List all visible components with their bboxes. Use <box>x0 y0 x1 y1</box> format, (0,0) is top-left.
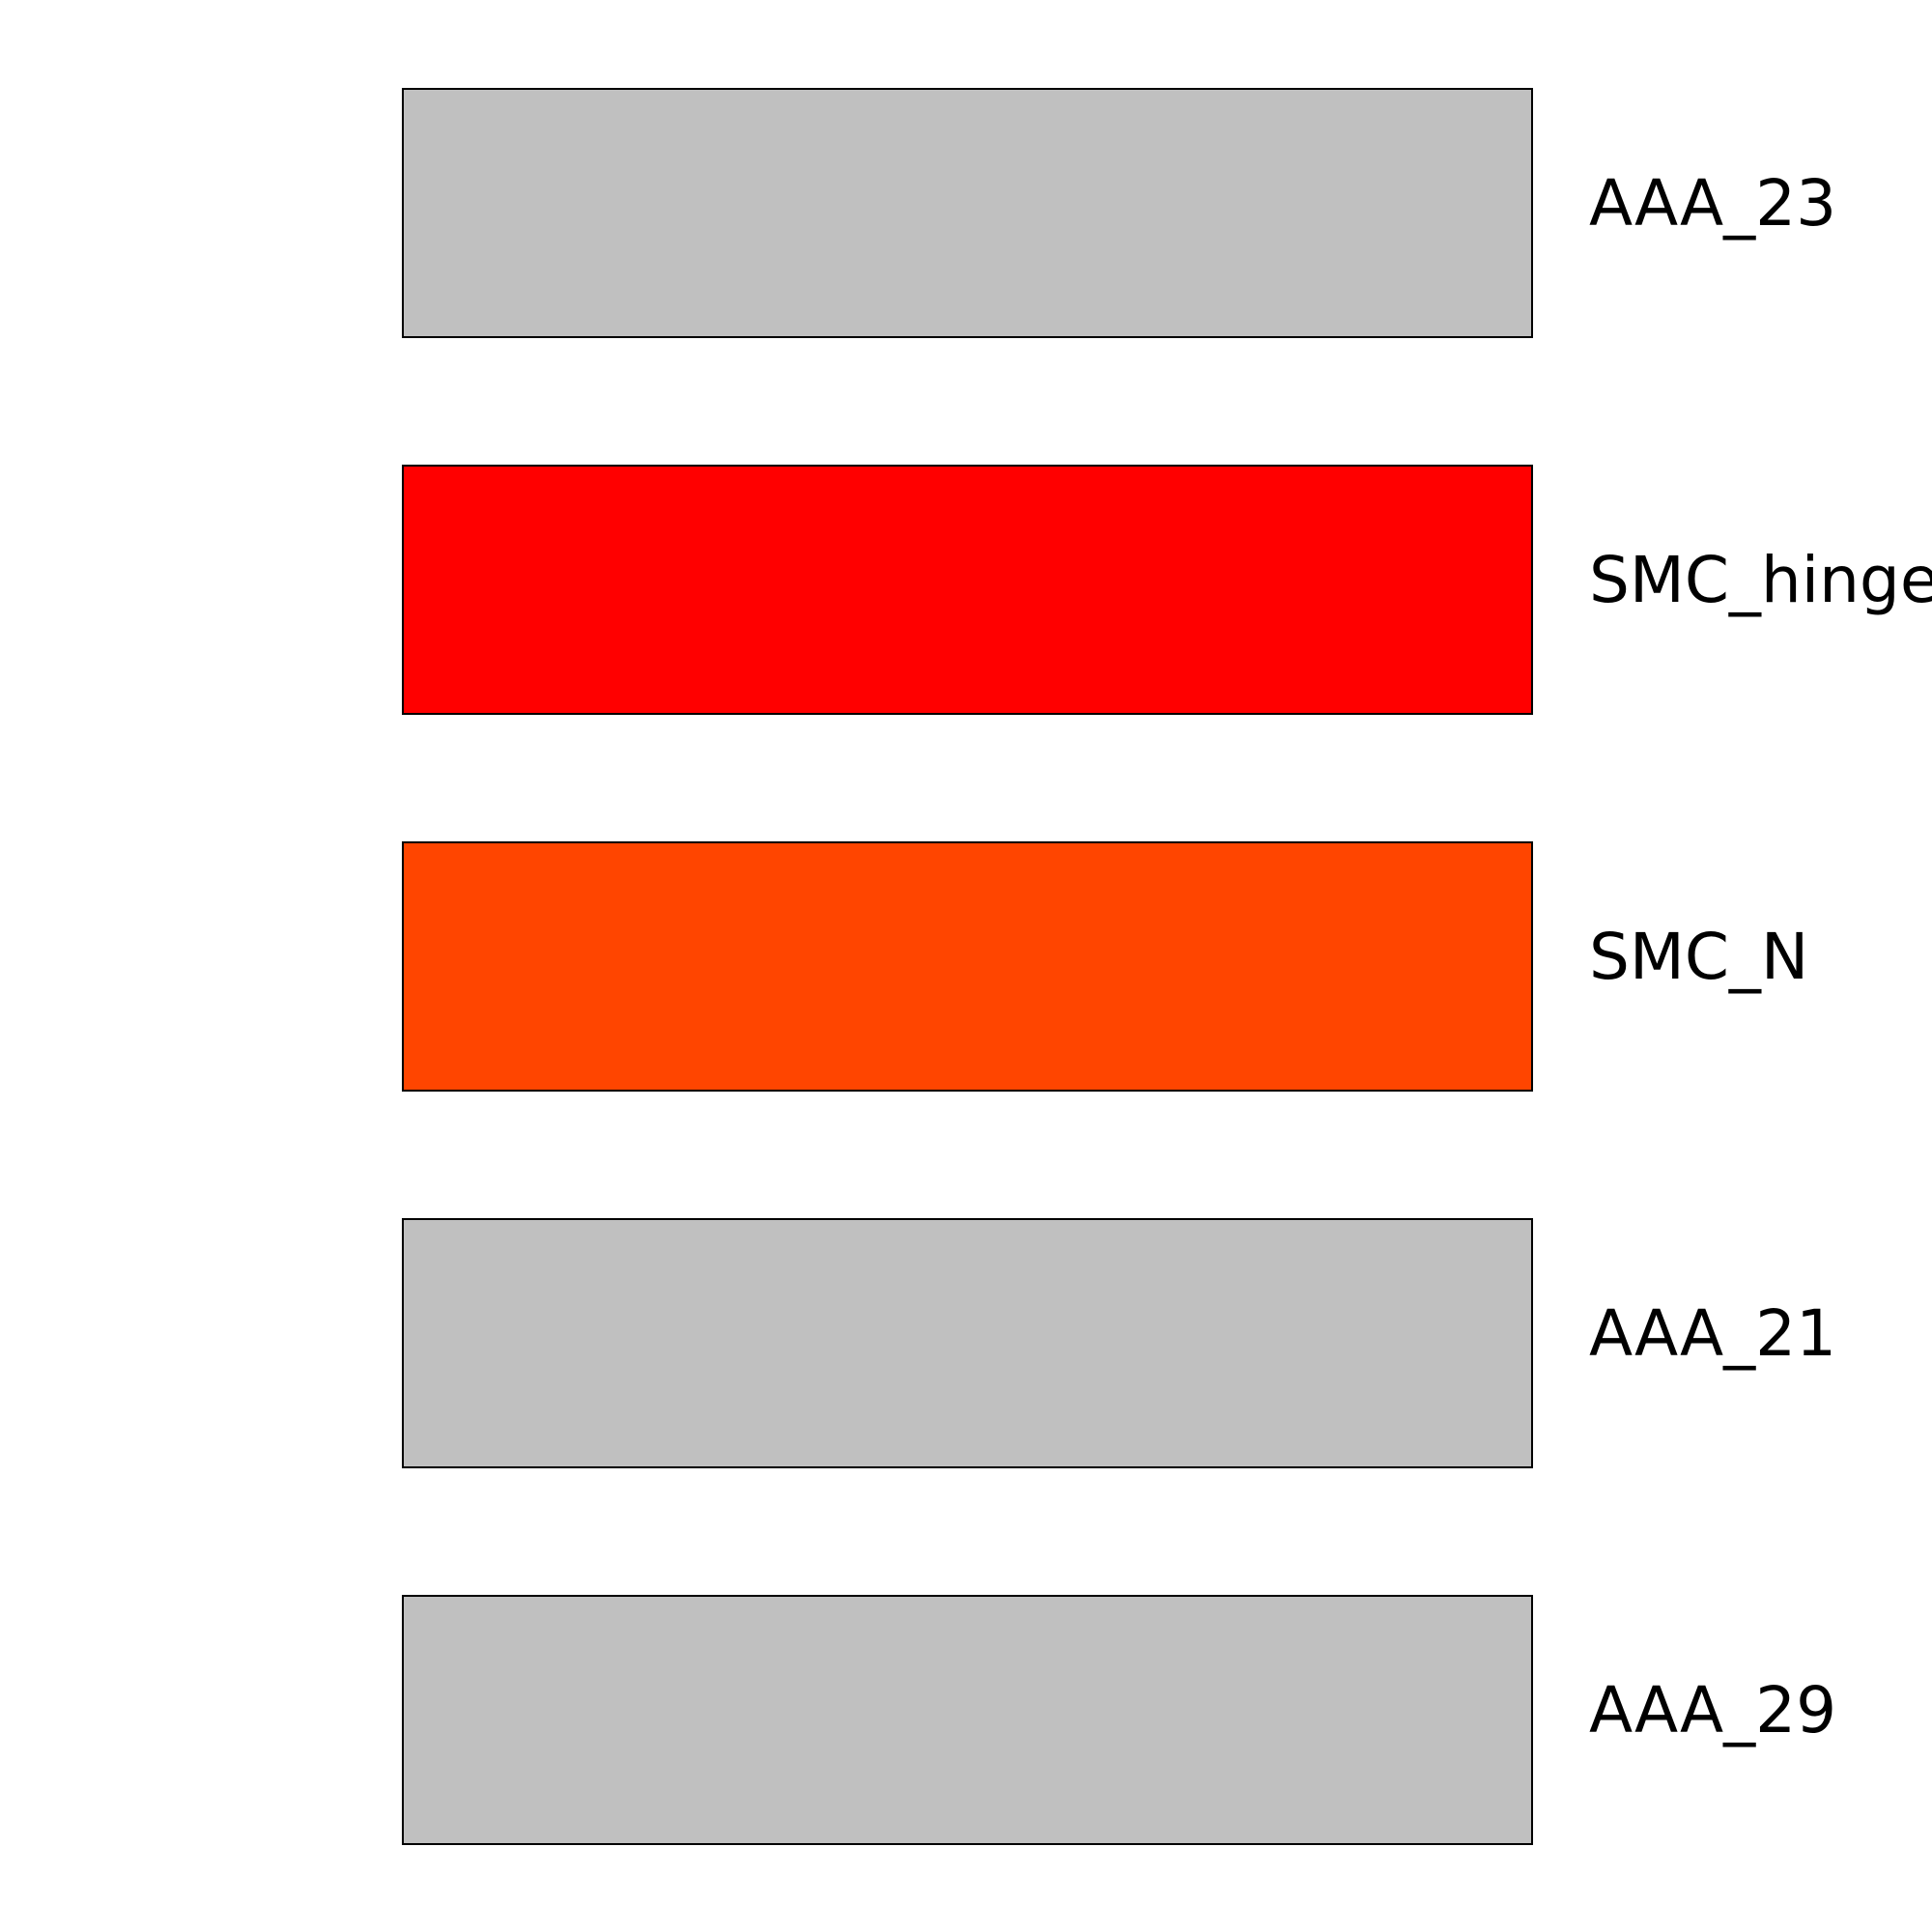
domain-block-aaa-23 <box>402 88 1533 338</box>
domain-label-aaa-29: AAA_29 <box>1589 1673 1837 1747</box>
domain-label-smc-n: SMC_N <box>1589 920 1809 994</box>
domain-label-aaa-23: AAA_23 <box>1589 166 1837 241</box>
domain-block-smc-n <box>402 841 1533 1092</box>
domain-label-smc-hinge: SMC_hinge <box>1589 543 1932 617</box>
domain-label-aaa-21: AAA_21 <box>1589 1296 1837 1371</box>
domain-block-aaa-29 <box>402 1595 1533 1845</box>
domain-block-smc-hinge <box>402 465 1533 715</box>
domain-block-aaa-21 <box>402 1218 1533 1468</box>
